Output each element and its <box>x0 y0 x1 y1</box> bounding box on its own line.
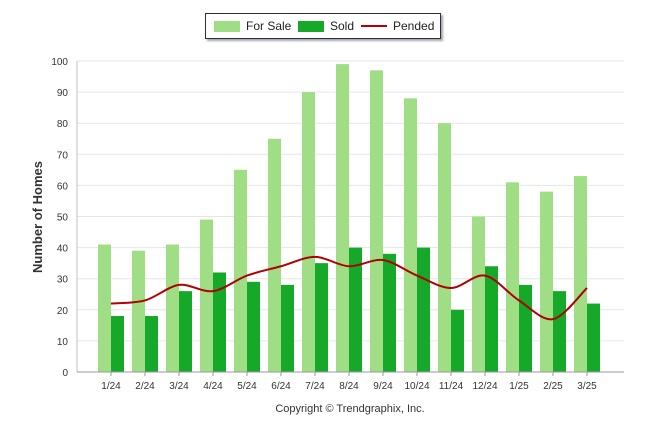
x-tick-labels: 1/24 2/24 3/24 4/24 5/24 6/24 7/24 8/24 9/24 10/2… <box>101 372 597 392</box>
y-tick-label: 70 <box>57 150 69 161</box>
bar-for-sale[interactable] <box>268 138 281 372</box>
bar-sold[interactable] <box>145 316 158 372</box>
x-tick-label: 10/24 <box>404 381 429 392</box>
x-tick-label: 4/24 <box>203 381 223 392</box>
x-tick-label: 9/24 <box>373 381 393 392</box>
x-tick-label: 2/25 <box>543 381 563 392</box>
axes <box>76 61 624 373</box>
legend-swatch-pended <box>361 25 387 27</box>
bar-sold[interactable] <box>111 316 124 372</box>
bar-for-sale[interactable] <box>166 244 179 372</box>
pended-line-series <box>110 255 588 321</box>
bar-sold[interactable] <box>315 263 328 372</box>
y-tick-label: 40 <box>57 244 69 255</box>
bar-sold[interactable] <box>383 253 396 372</box>
legend-item-for-sale[interactable]: For Sale <box>214 14 291 38</box>
legend-label-sold: Sold <box>330 19 355 33</box>
x-tick-label: 7/24 <box>305 381 325 392</box>
bar-for-sale[interactable] <box>370 70 383 372</box>
y-axis-label: Number of Homes <box>30 161 45 273</box>
x-tick-label: 3/24 <box>169 381 189 392</box>
bar-for-sale[interactable] <box>336 64 349 373</box>
bar-for-sale[interactable] <box>200 219 213 372</box>
y-tick-labels: 0 10 20 30 40 50 60 70 80 90 100 <box>51 57 68 379</box>
legend-swatch-for-sale <box>214 20 240 32</box>
legend-item-sold[interactable]: Sold <box>298 14 354 38</box>
legend-item-pended[interactable]: Pended <box>361 14 434 38</box>
y-tick-label: 100 <box>51 57 68 68</box>
bar-sold[interactable] <box>179 291 192 372</box>
bar-sold[interactable] <box>553 291 566 372</box>
x-tick-label: 11/24 <box>439 381 464 392</box>
y-tick-label: 20 <box>57 306 69 317</box>
x-tick-label: 5/24 <box>237 381 257 392</box>
y-tick-label: 50 <box>57 213 69 224</box>
bar-sold[interactable] <box>519 284 532 372</box>
bar-for-sale[interactable] <box>574 176 587 372</box>
pended-line[interactable] <box>110 255 588 321</box>
bar-for-sale[interactable] <box>540 191 553 372</box>
y-tick-label: 90 <box>57 88 69 99</box>
y-tick-label: 10 <box>57 337 69 348</box>
copyright-text: Copyright © Trendgraphix, Inc. <box>275 403 425 415</box>
x-tick-label: 2/24 <box>135 381 155 392</box>
bar-for-sale[interactable] <box>132 250 145 372</box>
x-tick-label: 6/24 <box>271 381 291 392</box>
bar-sold[interactable] <box>213 272 226 372</box>
bar-for-sale[interactable] <box>404 98 417 372</box>
bar-for-sale[interactable] <box>302 92 315 372</box>
bar-sold[interactable] <box>485 266 498 372</box>
bar-for-sale[interactable] <box>438 123 451 372</box>
bar-series <box>98 64 600 373</box>
y-tick-label: 60 <box>57 181 69 192</box>
bar-sold[interactable] <box>281 284 294 372</box>
bar-sold[interactable] <box>587 303 600 372</box>
legend-swatch-sold <box>298 20 324 32</box>
legend-label-pended: Pended <box>393 19 435 33</box>
y-tick-label: 0 <box>62 368 68 379</box>
bar-for-sale[interactable] <box>506 182 519 372</box>
y-tick-label: 80 <box>57 119 69 130</box>
bar-for-sale[interactable] <box>234 169 247 372</box>
y-tick-label: 30 <box>57 275 69 286</box>
bar-sold[interactable] <box>417 247 430 372</box>
legend: For Sale Sold Pended <box>205 13 441 39</box>
x-tick-label: 12/24 <box>472 381 497 392</box>
bar-for-sale[interactable] <box>472 216 485 373</box>
x-tick-label: 8/24 <box>339 381 359 392</box>
legend-label-for-sale: For Sale <box>246 19 292 33</box>
x-tick-label: 3/25 <box>577 381 597 392</box>
bar-sold[interactable] <box>349 247 362 372</box>
x-tick-label: 1/24 <box>101 381 121 392</box>
bar-sold[interactable] <box>247 281 260 372</box>
bar-sold[interactable] <box>451 309 464 372</box>
bar-for-sale[interactable] <box>98 244 111 372</box>
x-tick-label: 1/25 <box>509 381 529 392</box>
